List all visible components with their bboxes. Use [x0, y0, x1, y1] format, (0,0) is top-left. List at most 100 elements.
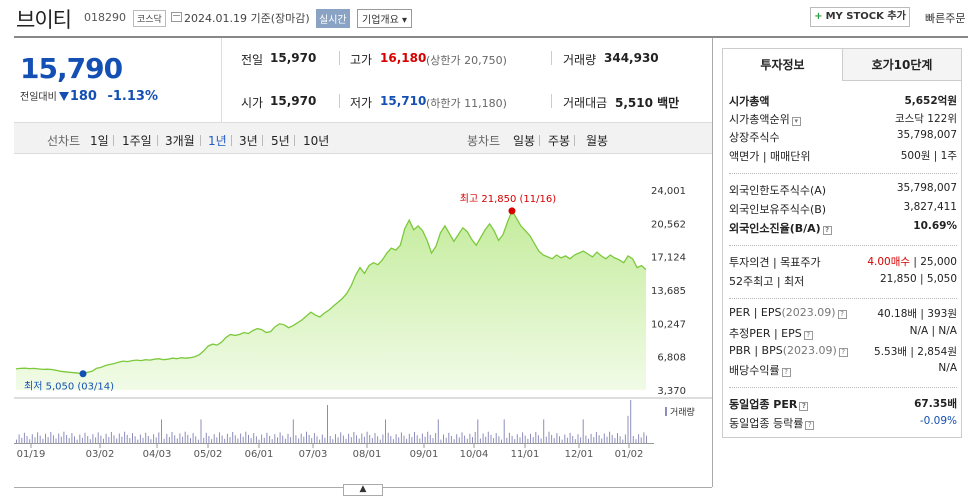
- tab-period-1y[interactable]: 1년: [208, 134, 227, 148]
- volume-bar: [601, 438, 603, 443]
- volume-bar: [298, 438, 300, 443]
- volume-bar: [213, 434, 215, 443]
- x-tick-label: 09/01: [410, 449, 439, 460]
- volume-bar: [508, 432, 510, 443]
- volume-bar: [150, 439, 152, 443]
- help-icon[interactable]: ?: [803, 331, 813, 340]
- est-per-label: 추정PER | EPS: [729, 327, 802, 340]
- volume-bar: [176, 438, 178, 443]
- volume-bar: [543, 419, 545, 444]
- plus-icon: +: [814, 11, 823, 22]
- sector-change-value: -0.09%: [919, 415, 957, 427]
- low-label: 저가: [350, 96, 373, 110]
- quick-order-link[interactable]: 빠른주문: [925, 12, 966, 25]
- low-marker: [79, 370, 87, 378]
- tab-period-10y[interactable]: 10년: [303, 134, 330, 148]
- volume-bar: [335, 434, 336, 443]
- volume-bar: [569, 432, 571, 443]
- tab-period-1w[interactable]: 1주일: [122, 134, 152, 148]
- high-marker: [508, 207, 516, 215]
- volume-bar: [124, 431, 126, 443]
- volume-bar: [385, 419, 386, 444]
- tab-invest-info[interactable]: 투자정보: [723, 49, 843, 81]
- volume-bar: [532, 437, 534, 443]
- tab-candle-monthly[interactable]: 월봉: [586, 134, 609, 148]
- volume-bar: [537, 435, 539, 443]
- tab-candle-weekly[interactable]: 주봉: [548, 134, 571, 148]
- volume-bar: [382, 434, 384, 443]
- tab-period-5y[interactable]: 5년: [271, 134, 290, 148]
- y-tick-label: 10,247: [651, 319, 686, 330]
- x-tick-label: 08/01: [353, 449, 382, 460]
- volume-bar: [450, 436, 452, 443]
- help-icon[interactable]: ?: [838, 348, 848, 357]
- sector-change-row: 동일업종 등락률? -0.09%: [729, 415, 957, 431]
- help-icon[interactable]: ?: [805, 421, 815, 430]
- volume-bar: [329, 436, 331, 443]
- volume-bar: [316, 436, 318, 443]
- help-icon[interactable]: ▾: [791, 117, 801, 126]
- help-icon[interactable]: ?: [799, 402, 809, 411]
- invest-info-panel: 투자정보 호가10단계 시가총액 5,652억원 시가총액순위 ▾ 코스닥 122…: [722, 48, 962, 438]
- volume-bar: [342, 435, 344, 443]
- volume-bar: [522, 432, 524, 443]
- stock-code: 018290: [84, 11, 126, 24]
- par-value: 500원 | 1주: [900, 150, 957, 162]
- volume-bar: [406, 438, 408, 443]
- volume-bar: [261, 434, 263, 443]
- volume-bar: [392, 439, 394, 443]
- date-text: 2024.01.19 기준(장마감): [184, 12, 310, 25]
- volume-bar: [306, 431, 307, 443]
- volume-bar: [332, 439, 334, 443]
- volume-bar: [139, 434, 141, 443]
- volume-bar: [495, 433, 497, 443]
- x-tick-label: 06/01: [245, 449, 274, 460]
- tab-candle-daily[interactable]: 일봉: [513, 134, 536, 148]
- price-chart[interactable]: 24,001 20,562 17,124 13,685 10,247 6,808 3,370…: [14, 154, 712, 487]
- volume-bar: [195, 436, 197, 443]
- shares-label: 상장주식수: [729, 131, 780, 144]
- divider: [551, 51, 552, 65]
- volume-bar: [121, 436, 123, 443]
- realtime-button[interactable]: 실시간: [316, 9, 350, 28]
- mystock-add-button[interactable]: + MY STOCK 추가: [810, 7, 910, 27]
- volume-bar: [42, 438, 44, 443]
- volume-bar: [319, 439, 321, 443]
- stock-name: 브이티: [16, 8, 72, 32]
- volume-bar: [71, 433, 73, 443]
- volume-bar: [255, 436, 257, 443]
- company-info-dropdown[interactable]: 기업개요 ▾: [357, 9, 412, 28]
- volume-bar: [516, 434, 518, 443]
- volume-bar: [200, 419, 202, 444]
- volume-bar: [456, 434, 458, 443]
- tab-period-1d[interactable]: 1일: [90, 134, 109, 148]
- volume-bar: [313, 433, 315, 443]
- volume-bar: [166, 433, 168, 443]
- tab-quote-10[interactable]: 호가10단계: [843, 49, 961, 81]
- volume-bar: [501, 439, 502, 443]
- volume-bar: [553, 438, 555, 443]
- per-row: PER | EPS(2023.09)? 40.18배 | 393원: [729, 306, 957, 322]
- volume-bar: [50, 432, 52, 443]
- volume-bar: [137, 439, 139, 443]
- volume-bar: [566, 437, 568, 443]
- volume-bar: [545, 436, 547, 443]
- volume-bar: [609, 431, 611, 443]
- help-icon[interactable]: ?: [781, 368, 791, 377]
- volume-bar: [89, 439, 91, 443]
- volume-bar: [474, 432, 476, 443]
- rank-row: 시가총액순위 ▾ 코스닥 122위: [729, 111, 957, 127]
- volume-bar: [248, 434, 249, 443]
- volume-bar: [561, 439, 563, 443]
- tab-period-3y[interactable]: 3년: [239, 134, 258, 148]
- volume-bar: [266, 432, 268, 443]
- volume-bar: [63, 431, 65, 443]
- volume-bar: [358, 438, 360, 443]
- chart-collapse-button[interactable]: ▲: [343, 484, 383, 496]
- help-icon[interactable]: ?: [837, 310, 847, 319]
- volume-bar: [81, 437, 83, 443]
- volume-bar: [643, 432, 645, 443]
- help-icon[interactable]: ?: [822, 226, 832, 235]
- change-label: 전일대비: [20, 92, 57, 103]
- tab-period-3m[interactable]: 3개월: [165, 134, 195, 148]
